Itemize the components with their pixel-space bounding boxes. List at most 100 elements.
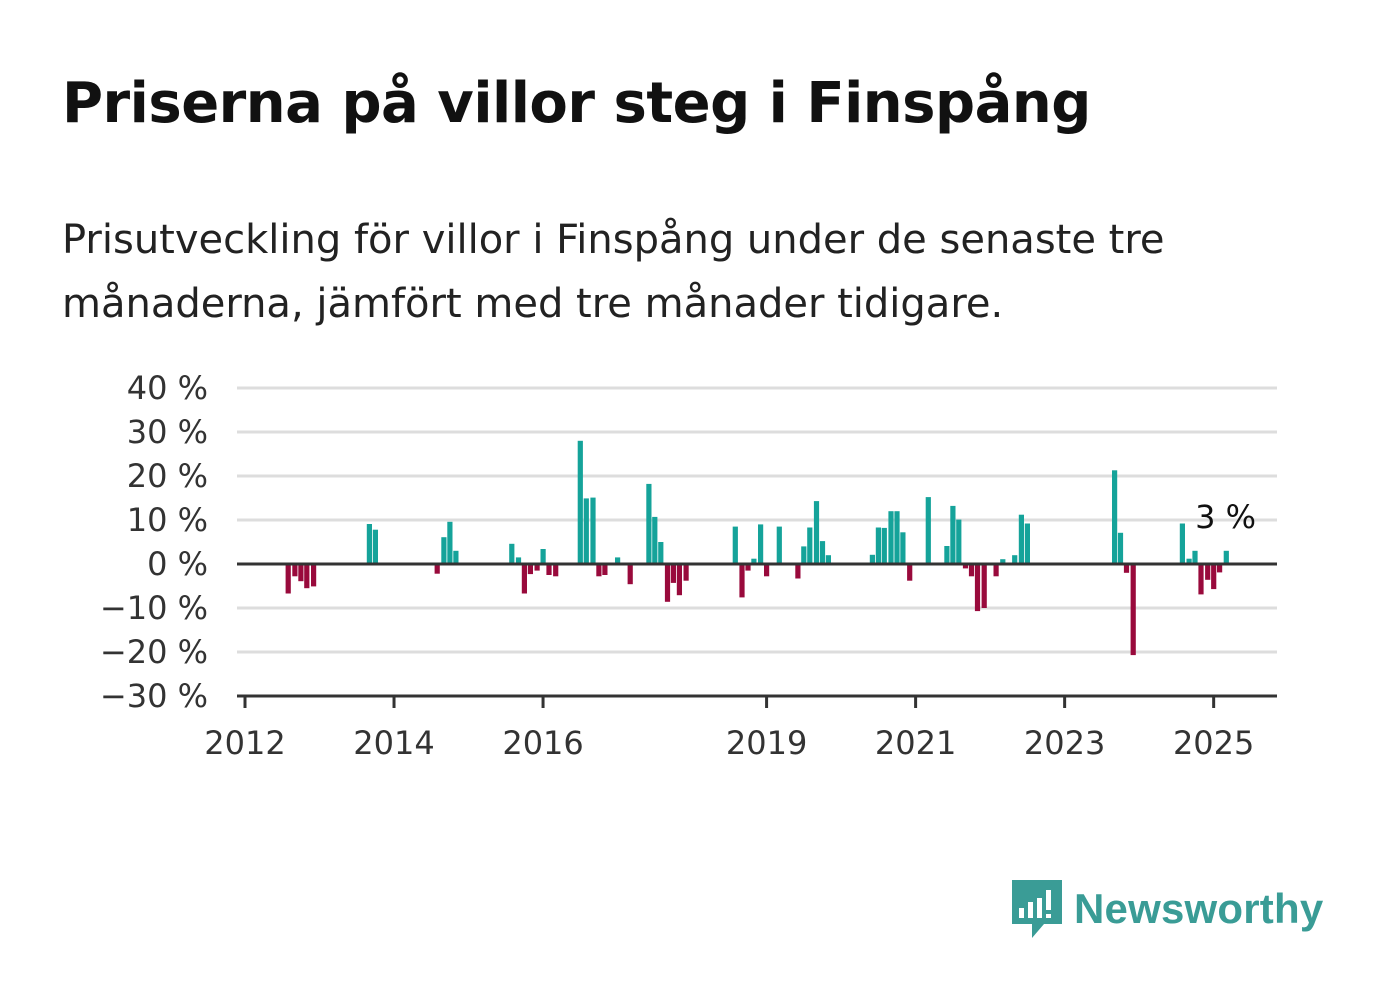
bar-positive xyxy=(925,497,931,564)
bar-positive xyxy=(1024,523,1030,564)
y-tick-label: 30 % xyxy=(127,413,208,451)
bar-positive xyxy=(540,549,546,564)
y-tick-label: −30 % xyxy=(100,677,208,715)
y-tick-label: −20 % xyxy=(100,633,208,671)
bar-negative xyxy=(664,564,671,602)
bar-negative xyxy=(527,564,533,575)
bar-negative xyxy=(795,564,801,579)
y-tick-label: −10 % xyxy=(100,589,208,627)
newsworthy-logo: Newsworthy xyxy=(1010,878,1323,940)
bar-negative xyxy=(1211,564,1217,590)
bar-positive xyxy=(819,541,826,564)
bar-positive xyxy=(615,557,621,564)
y-tick-label: 40 % xyxy=(127,369,208,407)
bar-negative xyxy=(739,564,745,598)
x-tick-label: 2014 xyxy=(353,724,434,762)
bar-negative xyxy=(981,564,987,608)
bar-negative xyxy=(683,564,689,581)
bar-positive xyxy=(869,554,875,564)
bar-positive xyxy=(1186,558,1192,564)
bar-positive xyxy=(875,527,881,564)
bar-negative xyxy=(1205,564,1211,580)
bar-positive xyxy=(646,483,652,564)
y-tick-label: 0 % xyxy=(147,545,208,583)
latest-value-label: 3 % xyxy=(1195,498,1256,536)
y-tick-label: 20 % xyxy=(127,457,208,495)
bar-positive xyxy=(1179,523,1185,564)
bar-positive xyxy=(881,527,887,564)
bar-positive xyxy=(583,498,589,564)
brand-name: Newsworthy xyxy=(1074,885,1324,932)
bar-negative xyxy=(962,564,969,569)
bar-negative xyxy=(627,564,633,585)
bar-negative xyxy=(602,564,608,575)
bar-positive xyxy=(1018,514,1024,564)
bar-negative xyxy=(521,564,527,594)
bar-positive xyxy=(813,501,820,564)
bar-negative xyxy=(292,564,298,577)
bar-negative xyxy=(434,564,440,574)
bar-negative xyxy=(285,564,291,594)
bar-positive xyxy=(658,542,664,564)
bar-negative xyxy=(907,564,913,581)
bar-negative xyxy=(311,564,317,587)
bar-positive xyxy=(1112,470,1118,564)
page-title: Priserna på villor steg i Finspång xyxy=(62,71,1091,136)
bar-positive xyxy=(776,526,782,564)
bar-negative xyxy=(670,564,676,583)
bar-positive xyxy=(509,543,515,564)
bar-positive xyxy=(652,516,658,564)
bar-negative xyxy=(534,564,540,571)
bar-positive xyxy=(944,546,950,564)
bar-negative xyxy=(1130,564,1136,656)
bar-positive xyxy=(1192,550,1198,564)
bar-positive xyxy=(1012,555,1018,564)
bar-positive xyxy=(732,526,738,564)
bar-negative xyxy=(745,564,751,571)
bar-negative xyxy=(553,564,559,577)
bar-positive xyxy=(751,558,757,564)
bar-positive xyxy=(950,505,956,564)
bar-positive xyxy=(888,511,894,564)
bar-negative xyxy=(596,564,602,577)
bars xyxy=(285,440,1229,656)
y-tick-label: 10 % xyxy=(127,501,208,539)
bar-negative xyxy=(676,564,682,596)
gridlines xyxy=(237,386,1277,654)
bar-positive xyxy=(956,519,962,564)
bar-positive xyxy=(372,529,378,564)
chart-subtitle: Prisutveckling för villor i Finspång und… xyxy=(62,217,1165,327)
bar-negative xyxy=(304,564,310,589)
bar-negative xyxy=(1217,564,1223,573)
bar-negative xyxy=(993,564,999,577)
axes xyxy=(237,562,1277,708)
x-tick-label: 2025 xyxy=(1173,724,1254,762)
bar-positive xyxy=(825,555,831,564)
bar-positive xyxy=(900,532,906,564)
x-tick-label: 2016 xyxy=(502,724,583,762)
bar-negative xyxy=(298,564,304,582)
bar-positive xyxy=(577,440,583,564)
bar-negative xyxy=(968,564,975,577)
bar-positive xyxy=(1223,550,1229,564)
bar-positive xyxy=(366,524,372,564)
bar-negative xyxy=(1198,564,1204,595)
bar-negative xyxy=(974,564,981,612)
bar-positive xyxy=(1117,532,1124,564)
bar-positive xyxy=(894,511,900,564)
bar-positive xyxy=(515,557,522,564)
bar-positive xyxy=(807,527,813,564)
bar-negative xyxy=(546,564,552,575)
bar-negative xyxy=(764,564,770,577)
x-tick-label: 2019 xyxy=(726,724,807,762)
x-tick-label: 2012 xyxy=(204,724,285,762)
bar-positive xyxy=(801,546,807,564)
bar-positive xyxy=(758,524,764,564)
x-tick-label: 2021 xyxy=(875,724,956,762)
bar-positive xyxy=(590,497,596,564)
tick-labels: 40 % 30 % 20 % 10 % 0 % −10 % −20 % −30 % 2012 20… xyxy=(100,369,1254,762)
newsworthy-logo-icon xyxy=(1012,880,1062,938)
bar-positive xyxy=(1000,559,1006,564)
bar-positive xyxy=(447,521,453,564)
